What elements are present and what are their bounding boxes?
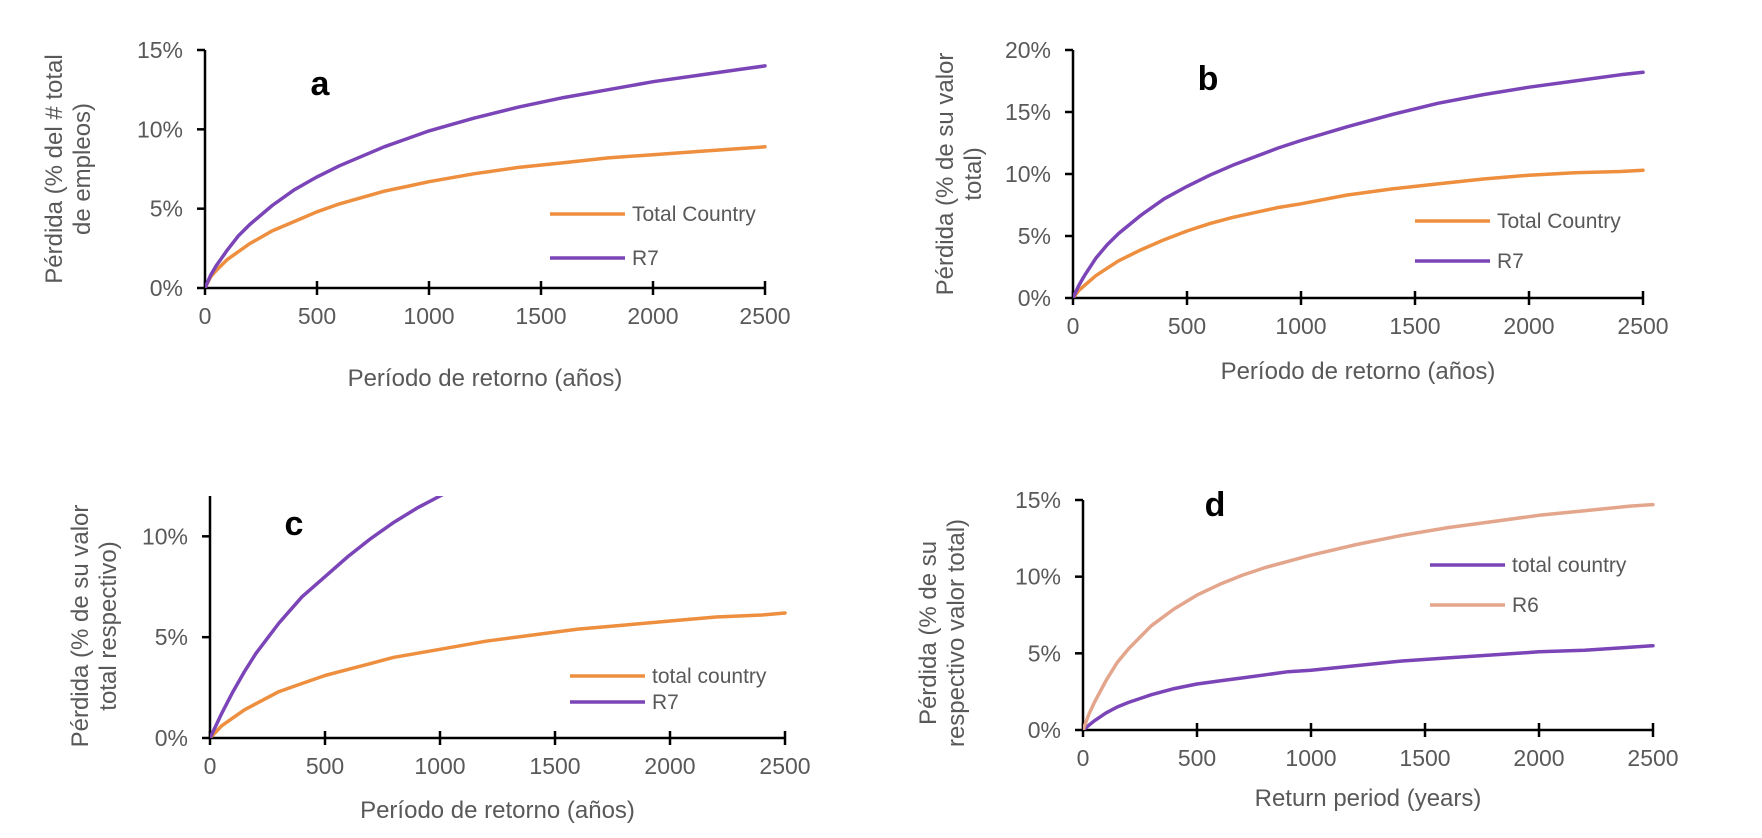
panel-label: a xyxy=(311,65,331,103)
y-tick-label: 10% xyxy=(137,116,183,142)
y-axis-title: Pérdida (% del # total de empleos) xyxy=(41,54,96,283)
y-tick-label: 10% xyxy=(142,523,188,549)
y-axis-title-line: Pérdida (% del # total xyxy=(41,54,68,283)
x-tick-label: 0 xyxy=(199,303,212,329)
series-line-r7 xyxy=(205,64,767,288)
y-tick-label: 5% xyxy=(1018,223,1051,249)
series-line-total-country xyxy=(1073,168,1645,298)
y-axis-title-line: de empleos) xyxy=(69,103,96,235)
x-tick-label: 1000 xyxy=(1285,745,1336,771)
x-tick-label: 1000 xyxy=(403,303,454,329)
y-tick-label: 10% xyxy=(1005,161,1051,187)
y-tick-label: 15% xyxy=(137,37,183,63)
x-tick-label: 1500 xyxy=(515,303,566,329)
x-tick-label: 2000 xyxy=(1513,745,1564,771)
series-line-r7 xyxy=(1073,70,1645,298)
panel-label: c xyxy=(285,505,304,543)
legend-label: total country xyxy=(652,665,767,688)
panel-label: b xyxy=(1198,60,1219,98)
y-tick-label: 0% xyxy=(150,275,183,301)
x-tick-label: 0 xyxy=(204,753,217,779)
y-tick-label: 15% xyxy=(1015,487,1061,513)
x-tick-label: 2000 xyxy=(644,753,695,779)
x-tick-label: 500 xyxy=(298,303,336,329)
y-tick-label: 5% xyxy=(1028,640,1061,666)
legend-label: Total Country xyxy=(632,203,756,226)
y-axis-title-line: Pérdida (% de su xyxy=(915,541,942,725)
x-tick-label: 1000 xyxy=(1275,313,1326,339)
y-axis-title: Pérdida (% de su respectivo valor total) xyxy=(915,519,970,747)
x-tick-label: 2500 xyxy=(1617,313,1668,339)
x-tick-label: 1000 xyxy=(414,753,465,779)
series-line-total-country xyxy=(205,145,767,288)
x-tick-label: 500 xyxy=(1168,313,1206,339)
legend-label: R7 xyxy=(652,691,679,714)
y-tick-label: 20% xyxy=(1005,37,1051,63)
x-tick-label: 1500 xyxy=(529,753,580,779)
y-tick-label: 0% xyxy=(1028,717,1061,743)
series-line-total-country xyxy=(1083,643,1655,730)
chart-panel-d: 0% 5% 10% 15% 0 500 1000 1500 2000 2500 Return per… xyxy=(915,486,1679,812)
y-axis-title-line: total respectivo) xyxy=(95,541,122,710)
x-tick-label: 2500 xyxy=(739,303,790,329)
x-tick-label: 2500 xyxy=(759,753,810,779)
x-tick-label: 1500 xyxy=(1389,313,1440,339)
y-axis-title-line: Pérdida (% de su valor xyxy=(932,53,959,296)
y-tick-label: 15% xyxy=(1005,99,1051,125)
x-axis-title: Período de retorno (años) xyxy=(1221,358,1496,385)
y-axis-title: Pérdida (% de su valor total) xyxy=(932,53,987,296)
legend-label: R6 xyxy=(1512,594,1539,617)
legend-label: R7 xyxy=(1497,250,1524,273)
series-line-r7 xyxy=(210,496,444,738)
x-axis-title: Return period (years) xyxy=(1255,785,1482,812)
y-tick-label: 5% xyxy=(155,624,188,650)
chart-panel-a: 0% 5% 10% 15% 0 500 1000 1500 2000 2500 Período de… xyxy=(41,37,791,392)
y-tick-label: 0% xyxy=(1018,285,1051,311)
y-tick-label: 5% xyxy=(150,196,183,222)
x-tick-label: 500 xyxy=(306,753,344,779)
chart-panel-b: 0% 5% 10% 15% 20% 0 500 1000 1500 2000 2500 Período… xyxy=(932,37,1669,385)
series-line-total-country xyxy=(210,611,787,738)
panel-label: d xyxy=(1205,486,1226,524)
y-axis-title-line: respectivo valor total) xyxy=(943,519,970,747)
x-tick-label: 2000 xyxy=(1503,313,1554,339)
legend-label: total country xyxy=(1512,554,1627,577)
y-axis-title: Pérdida (% de su valor total respectivo) xyxy=(67,505,122,748)
x-tick-label: 1500 xyxy=(1399,745,1450,771)
x-axis-title: Período de retorno (años) xyxy=(360,797,635,824)
y-tick-label: 10% xyxy=(1015,564,1061,590)
chart-panel-c: 0% 5% 10% 0 500 1000 1500 2000 2500 Período de re… xyxy=(67,496,811,824)
y-axis-title-line: total) xyxy=(960,147,987,200)
series-line-r6 xyxy=(1083,502,1655,730)
y-axis-title-line: Pérdida (% de su valor xyxy=(67,505,94,748)
x-axis-title: Período de retorno (años) xyxy=(348,365,623,392)
legend-label: Total Country xyxy=(1497,210,1621,233)
x-tick-label: 0 xyxy=(1067,313,1080,339)
x-tick-label: 2000 xyxy=(627,303,678,329)
legend-label: R7 xyxy=(632,247,659,270)
x-tick-label: 2500 xyxy=(1627,745,1678,771)
x-tick-label: 500 xyxy=(1178,745,1216,771)
x-tick-label: 0 xyxy=(1077,745,1090,771)
y-tick-label: 0% xyxy=(155,725,188,751)
